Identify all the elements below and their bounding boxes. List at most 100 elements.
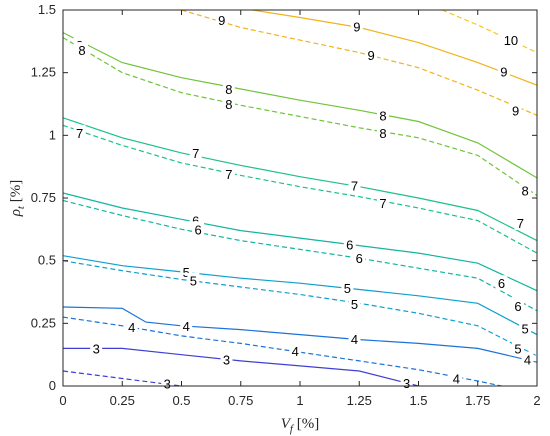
contour-label: 4: [292, 344, 299, 359]
contour-line-5-dashed: [63, 260, 537, 357]
contour-label: 7: [517, 216, 524, 231]
contour-label: 8: [225, 82, 232, 97]
contour-label: 8: [78, 43, 85, 58]
contour-label: 4: [524, 353, 531, 368]
contour-line-8-solid: [63, 32, 537, 179]
contour-label: 7: [379, 196, 386, 211]
contour-line-8-dashed: [63, 37, 537, 196]
y-tick-label: 1.5: [38, 2, 56, 17]
contour-label-bg: [222, 166, 235, 182]
contour-line-7-solid: [63, 117, 537, 242]
contour-label-bg: [509, 102, 522, 118]
y-axis-label: ρt [%]: [8, 180, 27, 218]
contour-label: 9: [218, 13, 225, 28]
y-axis: 0 0.25 0.5 0.75 1 1.25 1.5: [31, 2, 537, 393]
x-axis-label: Vf [%]: [281, 416, 319, 435]
y-tick-label: 0.25: [31, 315, 56, 330]
contour-label-bg: [75, 42, 88, 58]
x-tick-label: 0.5: [172, 393, 190, 408]
contour-label: 9: [353, 19, 360, 34]
contour-label-bg: [497, 63, 510, 79]
contour-label: 10: [504, 33, 518, 48]
contour-label-bg: [519, 320, 532, 336]
contour-label: 4: [128, 320, 135, 335]
x-axis: 0 0.25 0.5 0.75 1 1.25 1.5 1.75 2: [59, 10, 541, 408]
contour-label: 6: [194, 222, 201, 237]
contour-label: 9: [500, 64, 507, 79]
y-tick-label: 1.25: [31, 65, 56, 80]
contour-label-bg: [187, 272, 200, 288]
x-tick-label: 2: [533, 393, 540, 408]
contour-label-bg: [180, 317, 193, 333]
contour-label: 4: [453, 371, 460, 386]
contour-label: 4: [183, 319, 190, 334]
contour-label: 6: [514, 299, 521, 314]
contour-label-bg: [73, 124, 86, 140]
contour-label-bg: [222, 80, 235, 96]
contour-line-4-solid: [63, 306, 537, 363]
x-tick-label: 1.5: [409, 393, 427, 408]
contour-label-bg: [348, 295, 361, 311]
contour-labels: 3333444444555555666666777777888888899999…: [73, 12, 534, 391]
contour-label: 3: [403, 376, 410, 391]
y-tick-label: 0.5: [38, 253, 56, 268]
contour-line-9-dashed: [181, 10, 537, 116]
contour-line-7-dashed: [63, 124, 537, 254]
contour-label-bg: [495, 275, 508, 291]
contour-line-3-solid: [63, 347, 419, 386]
contour-label-bg: [376, 124, 389, 140]
contour-label: 4: [351, 332, 358, 347]
x-tick-label: 1.25: [347, 393, 372, 408]
contour-label: 7: [225, 167, 232, 182]
contour-label: 8: [522, 183, 529, 198]
contour-label: 7: [351, 178, 358, 193]
contour-label-bg: [222, 96, 235, 111]
contour-label-bg: [192, 221, 205, 237]
contour-line-6-dashed: [63, 199, 537, 312]
contour-label-bg: [125, 319, 138, 335]
contour-label: 6: [498, 276, 505, 291]
contour-label: 7: [76, 126, 83, 141]
contour-label: 8: [379, 108, 386, 123]
x-tick-label: 1: [296, 393, 303, 408]
contour-label-bg: [521, 351, 534, 367]
contour-label-bg: [289, 342, 302, 358]
contour-label: 5: [344, 281, 351, 296]
contour-label: 5: [351, 297, 358, 312]
contour-label: 5: [514, 341, 521, 356]
y-tick-label: 0.75: [31, 190, 56, 205]
contour-label: 5: [190, 274, 197, 289]
x-tick-label: 0.75: [228, 393, 253, 408]
contour-label-bg: [376, 107, 389, 123]
contour-label-bg: [343, 236, 356, 252]
contour-label: 5: [183, 265, 190, 280]
contour-label-bg: [512, 340, 525, 356]
contour-label: 6: [192, 214, 199, 229]
y-tick-label: 0: [49, 378, 56, 393]
contour-label-bg: [161, 375, 174, 391]
contour-label-bg: [519, 182, 532, 198]
contour-label: 9: [512, 103, 519, 118]
contour-label: 3: [93, 341, 100, 356]
contour-label-bg: [348, 331, 361, 347]
contour-label-bg: [500, 32, 521, 48]
contour-line-5-solid: [63, 255, 537, 336]
contour-label: 9: [367, 48, 374, 63]
x-tick-label: 0: [59, 393, 66, 408]
contour-label-bg: [376, 195, 389, 211]
contour-line-9-solid: [252, 10, 537, 86]
contour-label-bg: [353, 250, 366, 266]
contour-label-bg: [514, 215, 527, 231]
contour-label-bg: [450, 370, 463, 386]
contour-label-bg: [189, 144, 202, 160]
contour-label-bg: [341, 280, 354, 296]
contour-label-bg: [512, 297, 525, 313]
contour-label-bg: [350, 18, 363, 34]
contour-label: 6: [356, 251, 363, 266]
y-tick-label: 1: [49, 127, 56, 142]
contour-label: 3: [223, 353, 230, 368]
contour-label: 6: [346, 237, 353, 252]
contour-label: 3: [164, 376, 171, 391]
contour-label: 8: [225, 97, 232, 112]
